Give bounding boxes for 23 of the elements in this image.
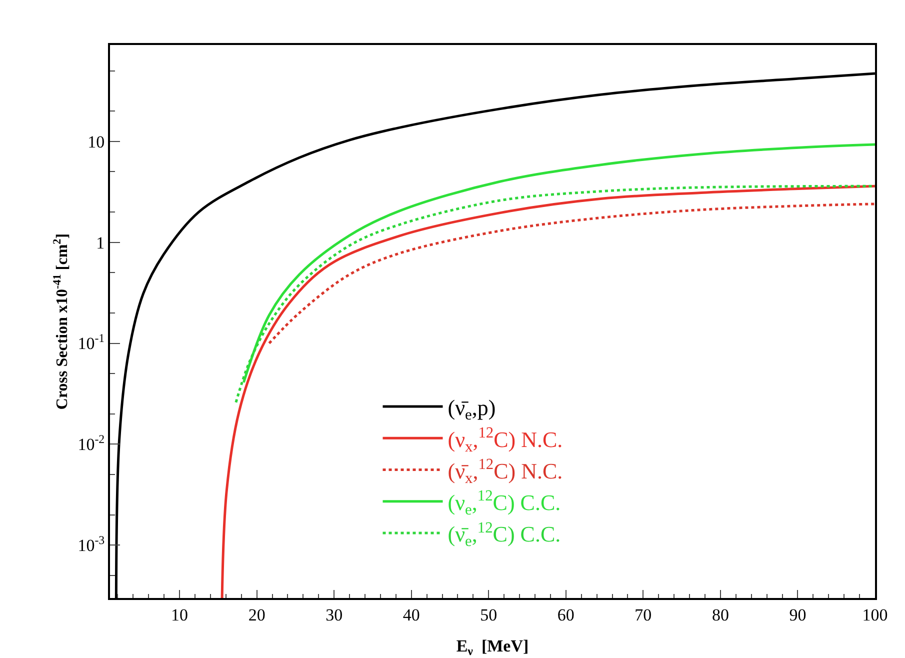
legend-label: (ν̄$_{e}$,p) [448,395,496,424]
x-tick-label: 10 [171,605,188,624]
x-tick-label: 40 [402,605,420,624]
line-series [268,202,875,345]
x-axis-title: E$_{ν}$ [MeV] [456,636,529,658]
x-tick-label: 60 [557,605,574,624]
x-tick-label: 50 [480,605,498,624]
legend-label: (ν$_{x}$,$^{12}$C) N.C. [448,424,563,456]
x-tick-label: 80 [712,605,729,624]
legend-label: (ν̄$_{x}$,$^{12}$C) N.C. [448,456,563,487]
x-tick-label: 90 [789,605,806,624]
y-tick-label: 10$^{-2}$ [78,432,105,454]
y-tick-label: 10 [88,132,105,152]
legend-label: (ν$_{e}$,$^{12}$C) C.C. [448,488,561,519]
line-series [220,184,875,598]
x-tick-label: 30 [326,605,343,624]
legend-label: (ν̄$_{e}$,$^{12}$C) C.C. [448,519,561,550]
x-tick-label: 100 [862,605,888,624]
x-tick-label: 70 [634,605,652,624]
y-tick-label: 10$^{-3}$ [78,533,105,556]
x-tick-label: 20 [248,605,266,624]
y-tick-label: 10$^{-1}$ [78,331,105,354]
y-tick-label: 1 [96,233,105,252]
